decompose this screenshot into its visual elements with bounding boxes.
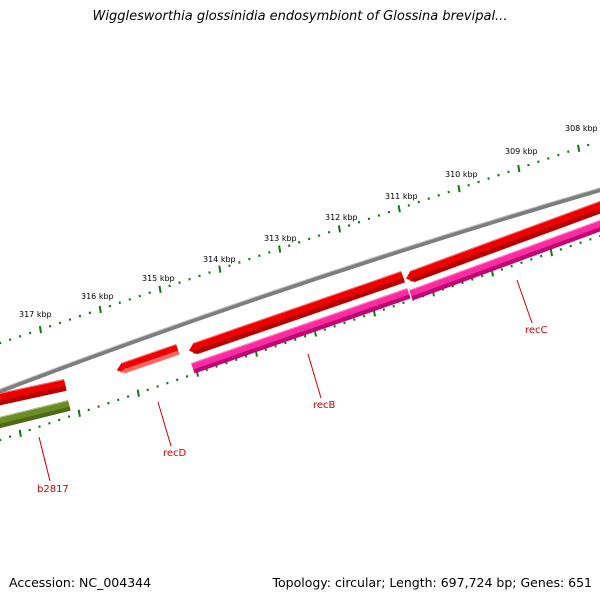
gene-labels: b2817 recD recB recC — [37, 279, 548, 495]
backbone-line — [0, 187, 600, 394]
scale-label: 308 kbp — [565, 124, 598, 133]
gene-label-recB: recB — [313, 400, 336, 411]
gene-label-pointer — [307, 353, 322, 399]
genome-backbone — [0, 187, 600, 394]
gene-recB-red — [188, 271, 405, 355]
scale-label: 310 kbp — [445, 170, 478, 179]
gene-label-recD: recD — [163, 448, 187, 459]
gene-label-recC: recC — [525, 325, 548, 336]
genome-summary: Topology: circular; Length: 697,724 bp; … — [272, 575, 593, 590]
cds-recC — [409, 217, 600, 301]
outer-scale-tick — [158, 285, 162, 293]
inner-scale-tick — [18, 429, 22, 437]
scale-label: 309 kbp — [505, 147, 538, 156]
inner-scale-tick — [77, 409, 81, 417]
gene-features — [0, 199, 600, 429]
accession-label: Accession: NC_004344 — [9, 575, 152, 590]
outer-scale-tick — [457, 184, 461, 193]
outer-scale-tick — [98, 305, 102, 314]
scale-label: 314 kbp — [203, 255, 236, 264]
cds-b2817 — [0, 400, 71, 429]
scale-label: 311 kbp — [385, 192, 418, 201]
outer-scale-tick — [38, 325, 43, 334]
gene-recD — [116, 343, 180, 374]
scale-labels: 317 kbp 316 kbp 315 kbp 314 kbp 313 kbp 312 k… — [19, 124, 598, 319]
gene-label-pointer — [157, 401, 172, 447]
outer-scale-tick — [517, 164, 521, 173]
backbone-highlight — [0, 187, 600, 390]
gene-label-b2817: b2817 — [37, 484, 69, 495]
outer-scale-tick — [218, 265, 222, 273]
inner-scale-tick — [136, 389, 140, 397]
gene-b2817-red — [0, 379, 67, 406]
outer-scale-tick — [397, 205, 401, 213]
scale-label: 316 kbp — [81, 292, 114, 301]
outer-scale-tick — [337, 225, 342, 233]
outer-scale-tick — [577, 144, 581, 153]
scale-label: 315 kbp — [142, 274, 175, 283]
inner-scale-tick — [549, 249, 554, 257]
outer-scale-tick — [278, 245, 282, 253]
scale-label: 317 kbp — [19, 310, 52, 319]
map-title: Wigglesworthia glossinidia endosymbiont … — [92, 9, 508, 24]
scale-label: 312 kbp — [325, 213, 358, 222]
scale-ticks — [0, 143, 600, 442]
scale-label: 313 kbp — [264, 234, 297, 243]
gene-label-pointer — [38, 436, 51, 482]
cds-recB — [191, 287, 411, 374]
gene-recC-red — [406, 199, 600, 282]
gene-label-pointer — [516, 279, 533, 324]
